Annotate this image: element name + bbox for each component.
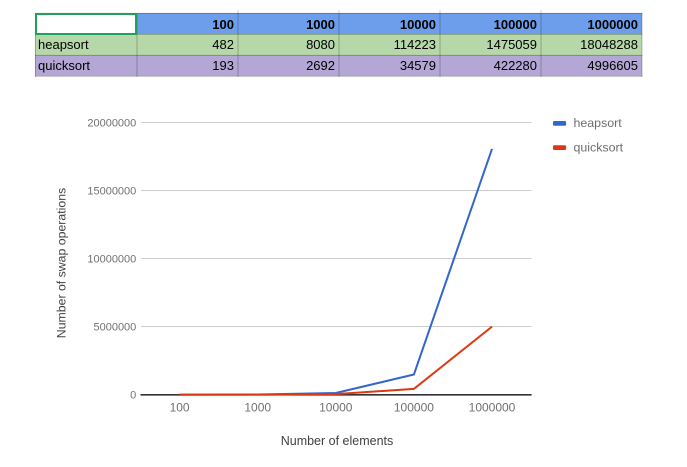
svg-text:1000: 1000 (244, 401, 271, 415)
svg-text:15000000: 15000000 (87, 186, 136, 198)
svg-text:1000000: 1000000 (469, 401, 516, 415)
svg-text:5000000: 5000000 (93, 322, 136, 334)
svg-text:20000000: 20000000 (87, 118, 136, 130)
svg-text:0: 0 (130, 390, 136, 402)
svg-text:heapsort: heapsort (574, 116, 623, 130)
svg-text:quicksort: quicksort (574, 141, 624, 155)
svg-text:Number of swap operations: Number of swap operations (55, 188, 69, 338)
svg-text:100000: 100000 (394, 401, 434, 415)
svg-text:10000000: 10000000 (87, 254, 136, 266)
svg-text:10000: 10000 (319, 401, 353, 415)
svg-text:Number of elements: Number of elements (281, 434, 394, 448)
svg-text:100: 100 (170, 401, 190, 415)
